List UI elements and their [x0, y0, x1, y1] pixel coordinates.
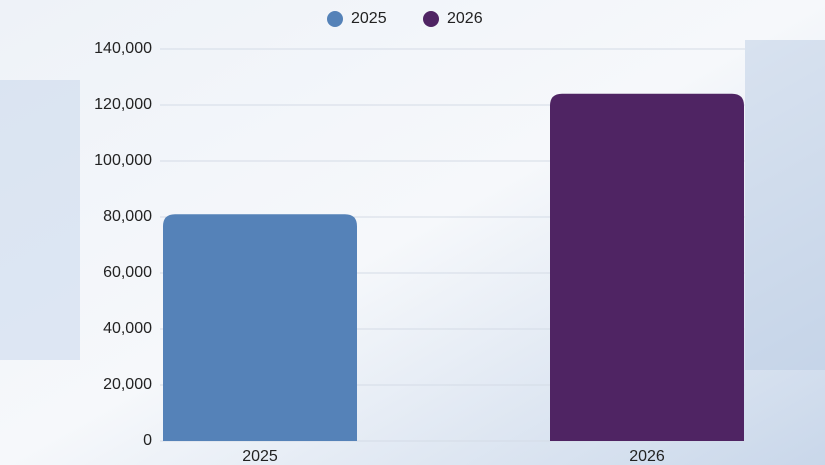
legend-label: 2025	[351, 10, 387, 27]
y-tick-label: 40,000	[103, 320, 152, 337]
legend-marker	[423, 11, 439, 27]
y-tick-label: 120,000	[94, 96, 152, 113]
y-tick-label: 80,000	[103, 208, 152, 225]
x-tick-label: 2025	[242, 448, 278, 465]
y-tick-label: 0	[143, 432, 152, 449]
bar	[163, 214, 357, 441]
background-decor	[0, 80, 80, 360]
y-tick-label: 60,000	[103, 264, 152, 281]
y-tick-label: 100,000	[94, 152, 152, 169]
x-tick-label: 2026	[629, 448, 665, 465]
y-tick-label: 140,000	[94, 40, 152, 57]
y-tick-label: 20,000	[103, 376, 152, 393]
legend-label: 2026	[447, 10, 483, 27]
legend-marker	[327, 11, 343, 27]
background-decor	[745, 40, 825, 370]
bar	[550, 93, 744, 442]
